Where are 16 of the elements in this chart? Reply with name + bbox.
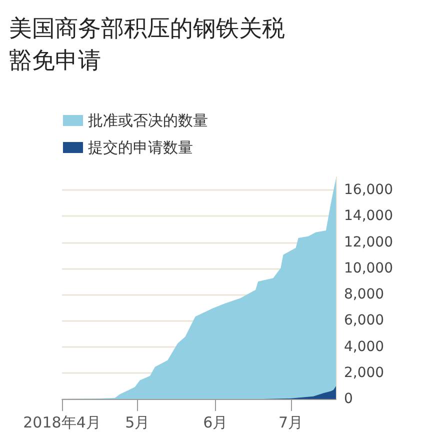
y-tick-label: 8,000 <box>344 286 384 303</box>
y-tick-label: 2,000 <box>344 364 384 381</box>
y-tick-label: 10,000 <box>344 260 393 276</box>
x-tick-label: 6月 <box>203 414 228 432</box>
x-tick-label: 2018年4月 <box>23 414 101 432</box>
legend-label: 提交的申请数量 <box>88 138 193 156</box>
y-tick-label: 12,000 <box>344 234 393 250</box>
y-tick-label: 14,000 <box>344 208 393 224</box>
x-tick-label: 5月 <box>125 414 150 432</box>
y-tick-label: 6,000 <box>344 312 384 329</box>
x-tick-label: 7月 <box>278 414 304 432</box>
legend-label: 批准或否决的数量 <box>88 112 208 130</box>
y-tick-label: 4,000 <box>344 338 384 355</box>
y-tick-label: 16,000 <box>344 182 393 198</box>
chart-title: 美国商务部积压的钢铁关税豁免申请 <box>9 16 285 74</box>
y-tick-label: 0 <box>344 391 353 407</box>
